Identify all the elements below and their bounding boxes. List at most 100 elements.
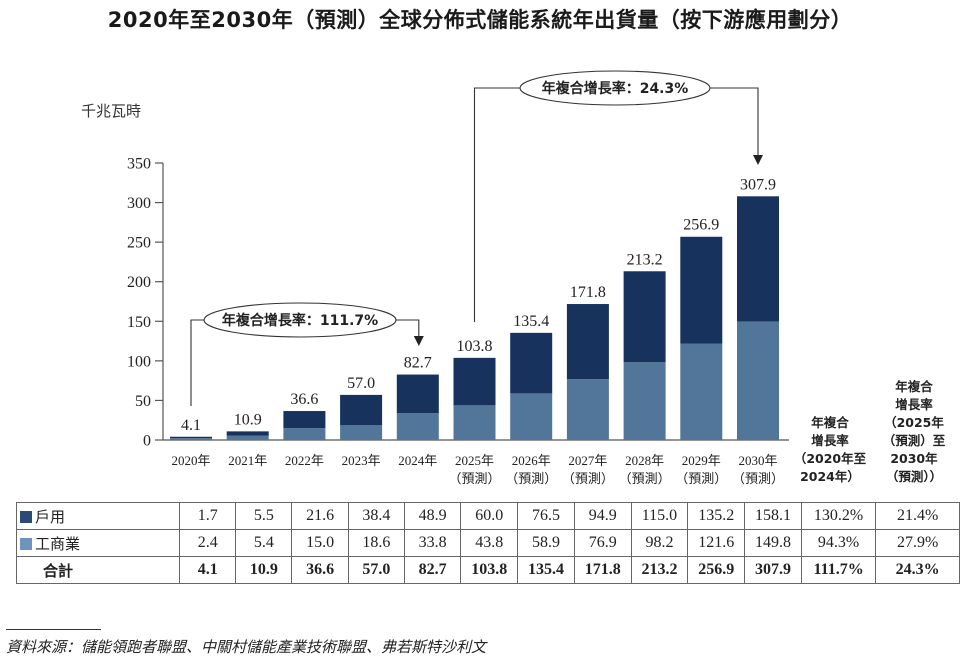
bar-total-label: 36.6 bbox=[290, 391, 318, 408]
x-tick-label: 2025年 bbox=[455, 453, 494, 468]
cagr-header-2025-2030: 年複合 增長率 （2025年 （預測）至 2030年 （預測）） bbox=[874, 378, 954, 486]
table-cell: 10.9 bbox=[235, 556, 293, 584]
bar-total-label: 103.8 bbox=[457, 338, 493, 355]
table-cell: 115.0 bbox=[630, 502, 689, 530]
cagr-header-line: （預測）） bbox=[885, 469, 943, 484]
bar-segment-commercial_industrial bbox=[453, 405, 496, 440]
bar-total-label: 171.8 bbox=[570, 284, 606, 301]
y-tick-label: 100 bbox=[127, 353, 151, 370]
table-row: 合計 4.1 10.9 36.6 57.0 82.7 103.8 135.4 171.8 213.… bbox=[15, 556, 960, 584]
table-row: 戶用 1.7 5.5 21.6 38.4 48.9 60.0 76.5 94.9 115.0 135… bbox=[15, 502, 960, 530]
y-tick-label: 250 bbox=[127, 235, 151, 252]
table-cell: 57.0 bbox=[347, 556, 406, 584]
annotation-cagr-text: 年複合增長率：24.3% bbox=[542, 80, 689, 97]
bar-segment-household bbox=[170, 436, 212, 439]
annotation-connector-left bbox=[190, 319, 204, 406]
chart-title: 2020年至2030年（預測）全球分佈式儲能系統年出貨量（按下游應用劃分） bbox=[107, 8, 853, 32]
table-cell: 38.4 bbox=[347, 502, 406, 530]
annotations: 年複合增長率：111.7% 年複合增長率：24.3% bbox=[190, 70, 763, 406]
cagr-header-line: 增長率 bbox=[811, 433, 849, 448]
table-cell: 58.9 bbox=[517, 529, 575, 557]
table-cell: 98.2 bbox=[630, 529, 689, 557]
table-cell: 135.2 bbox=[687, 502, 746, 530]
y-tick-label: 0 bbox=[143, 433, 151, 450]
cagr-header-line: 年複合 bbox=[811, 415, 849, 430]
bars bbox=[170, 196, 779, 440]
arrow-down-icon bbox=[753, 155, 763, 165]
bar-segment-household bbox=[340, 394, 383, 426]
cagr-header-line: （預測）至 bbox=[882, 433, 946, 448]
y-axis-unit-label: 千兆瓦時 bbox=[81, 102, 142, 120]
x-tick-label: 2020年 bbox=[171, 453, 210, 468]
table-cell: 24.3% bbox=[875, 556, 960, 584]
annotation-cagr-text: 年複合增長率：111.7% bbox=[222, 312, 378, 329]
x-tick-label: 2022年 bbox=[285, 453, 324, 468]
row-label: 工商業 bbox=[35, 534, 81, 553]
row-label: 合計 bbox=[43, 561, 74, 580]
table-cell: 27.9% bbox=[875, 529, 960, 557]
y-tick-label: 300 bbox=[127, 195, 151, 212]
table-cell: 4.1 bbox=[179, 556, 237, 584]
table-cell: 21.6 bbox=[291, 502, 349, 530]
cagr-annotation-2025-2030: 年複合增長率：24.3% bbox=[473, 70, 763, 322]
table-cell: 213.2 bbox=[630, 556, 689, 584]
data-table: 戶用 1.7 5.5 21.6 38.4 48.9 60.0 76.5 94.9 115.0 135… bbox=[15, 502, 960, 584]
bar-segment-commercial_industrial bbox=[340, 425, 383, 440]
bar-segment-household bbox=[680, 236, 723, 344]
row-label: 戶用 bbox=[35, 507, 66, 526]
table-cell: 111.7% bbox=[800, 556, 877, 584]
x-tick-label: 2027年 bbox=[568, 453, 607, 468]
legend-swatch bbox=[20, 537, 32, 550]
x-tick-label: 2026年 bbox=[512, 453, 551, 468]
cagr-header-line: 2024年） bbox=[800, 469, 860, 484]
table-cell: 76.5 bbox=[517, 502, 575, 530]
table-cell: 130.2% bbox=[800, 502, 877, 530]
y-tick-label: 200 bbox=[127, 274, 151, 291]
table-cell: 5.4 bbox=[235, 529, 293, 557]
bar-total-label: 57.0 bbox=[347, 375, 375, 392]
y-tick-label: 50 bbox=[135, 393, 151, 410]
table-cell: 171.8 bbox=[573, 556, 632, 584]
x-tick-note: （預測） bbox=[732, 471, 784, 486]
source-note: 資料來源：儲能領跑者聯盟、中關村儲能產業技術聯盟、弗若斯特沙利文 bbox=[6, 638, 487, 656]
cagr-header-2020-2024: 年複合 增長率 （2020年至 2024年） bbox=[790, 414, 870, 486]
bar-segment-commercial_industrial bbox=[737, 321, 779, 440]
source-divider bbox=[6, 629, 101, 630]
bar-total-label: 256.9 bbox=[683, 217, 719, 234]
legend-swatch bbox=[20, 510, 32, 523]
annotation-connector-right bbox=[396, 319, 420, 337]
table-cell: 5.5 bbox=[235, 502, 293, 530]
table-cell: 158.1 bbox=[744, 502, 802, 530]
table-cell: 76.9 bbox=[573, 529, 632, 557]
table-cell: 1.7 bbox=[179, 502, 237, 530]
table-cell: 94.3% bbox=[800, 529, 877, 557]
bar-segment-commercial_industrial bbox=[623, 362, 666, 440]
table-cell: 48.9 bbox=[404, 502, 462, 530]
stacked-bar-chart: 0 50 100 150 200 250 300 350 4.1 2020年 10.9 2021年 3… bbox=[127, 70, 789, 486]
labels: 4.1 2020年 10.9 2021年 36.6 2022年 57.0 2023年 82.7 2… bbox=[171, 176, 784, 486]
bar-segment-household bbox=[453, 357, 496, 406]
x-tick-note: （預測） bbox=[562, 471, 614, 486]
y-tick-label: 150 bbox=[127, 314, 151, 331]
table-cell: 82.7 bbox=[404, 556, 462, 584]
table-cell: 94.9 bbox=[573, 502, 632, 530]
bar-segment-household bbox=[623, 271, 666, 363]
bar-segment-commercial_industrial bbox=[396, 413, 439, 440]
table-cell: 15.0 bbox=[291, 529, 349, 557]
x-tick-note: （預測） bbox=[619, 471, 671, 486]
x-tick-note: （預測） bbox=[505, 471, 557, 486]
annotation-connector-left bbox=[473, 87, 520, 322]
x-tick-note: （預測） bbox=[448, 471, 500, 486]
x-tick-label: 2028年 bbox=[625, 453, 664, 468]
bar-segment-commercial_industrial bbox=[566, 379, 609, 440]
bar-segment-commercial_industrial bbox=[680, 343, 723, 440]
table-cell: 36.6 bbox=[291, 556, 349, 584]
x-tick-note: （預測） bbox=[675, 471, 727, 486]
table-cell: 149.8 bbox=[744, 529, 802, 557]
table-cell: 121.6 bbox=[687, 529, 746, 557]
cagr-header-line: 2030年 bbox=[890, 451, 938, 466]
table-row: 工商業 2.4 5.4 15.0 18.6 33.8 43.8 58.9 76.9 98.2 121… bbox=[15, 529, 960, 557]
bar-segment-commercial_industrial bbox=[510, 393, 553, 440]
bar-segment-commercial_industrial bbox=[170, 438, 212, 440]
table-cell: 135.4 bbox=[517, 556, 575, 584]
